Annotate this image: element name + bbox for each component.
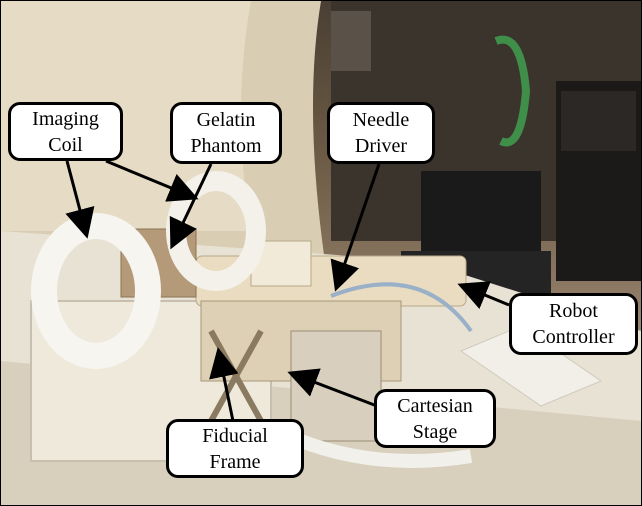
cartesian-stage-shape — [290, 330, 382, 442]
gelatin-phantom-line1: Gelatin — [196, 109, 256, 131]
fiducial-frame-line1: Fiducial — [202, 424, 268, 447]
callout-cartesian-stage: Cartesian Stage — [374, 389, 496, 448]
imaging-coil-line1: Imaging — [32, 107, 99, 130]
callout-robot-controller: Robot Controller — [509, 293, 638, 355]
gelatin-phantom-line2: Phantom — [190, 135, 262, 157]
fiducial-frame-line2: Frame — [209, 450, 261, 473]
green-hose — [494, 35, 531, 147]
callout-fiducial-frame: Fiducial Frame — [166, 419, 304, 478]
cartesian-stage-line1: Cartesian — [397, 394, 473, 417]
callout-imaging-coil: Imaging Coil — [8, 102, 123, 161]
imaging-coil-front — [31, 213, 161, 369]
callout-gelatin-phantom: Gelatin Phantom — [170, 102, 282, 164]
robot-controller-line2: Controller — [532, 326, 615, 348]
needle-driver-line1: Needle — [352, 109, 410, 131]
cartesian-stage-line2: Stage — [412, 420, 458, 443]
callout-needle-driver: Needle Driver — [327, 102, 435, 164]
needle-driver-line2: Driver — [354, 135, 408, 157]
imaging-coil-line2: Coil — [48, 133, 83, 156]
robot-controller-line1: Robot — [549, 300, 598, 322]
